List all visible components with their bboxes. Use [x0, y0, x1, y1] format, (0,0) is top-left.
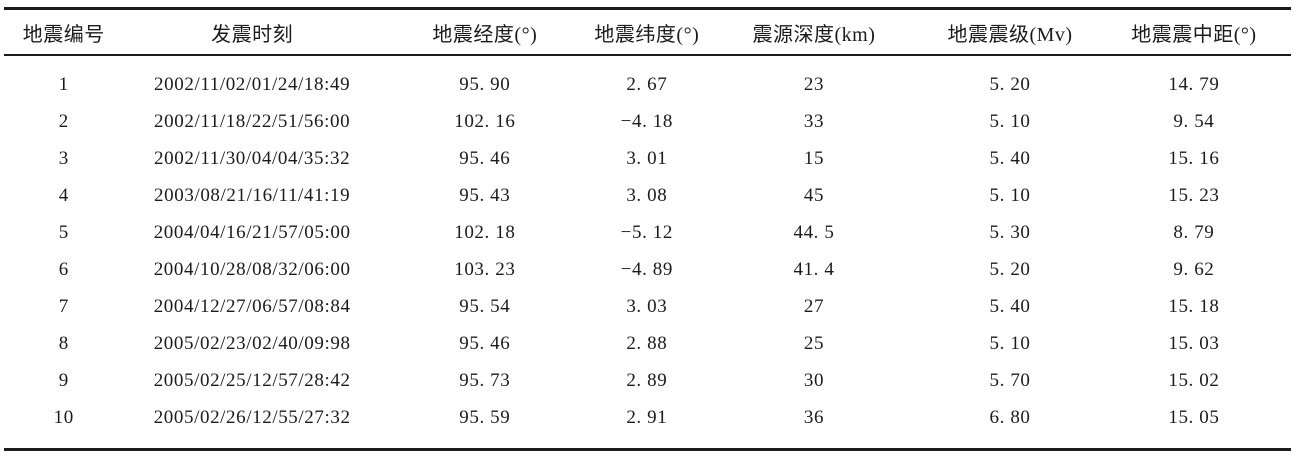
table-body: 1 2002/11/02/01/24/18:49 95. 90 2. 67 23 5. 2… — [4, 55, 1291, 450]
cell-depth: 36 — [803, 406, 825, 428]
cell-epicentral-distance: 8. 79 — [1173, 221, 1215, 243]
cell-magnitude: 5. 10 — [989, 332, 1031, 354]
cell-epicentral-distance: 9. 62 — [1173, 258, 1215, 280]
cell-event-id: 1 — [58, 73, 69, 95]
cell-event-id: 10 — [53, 406, 74, 428]
table-row: 7 2004/12/27/06/57/08:84 95. 54 3. 03 27 5. 4… — [4, 288, 1291, 325]
cell-longitude: 95. 54 — [459, 295, 511, 317]
cell-longitude: 95. 43 — [459, 184, 511, 206]
cell-origin-time: 2004/10/28/08/32/06:00 — [153, 258, 351, 280]
cell-event-id: 3 — [58, 147, 69, 169]
cell-event-id: 8 — [58, 332, 69, 354]
cell-origin-time: 2002/11/18/22/51/56:00 — [154, 110, 351, 132]
cell-epicentral-distance: 15. 18 — [1168, 295, 1220, 317]
cell-origin-time: 2002/11/30/04/04/35:32 — [154, 147, 351, 169]
cell-epicentral-distance: 14. 79 — [1168, 73, 1220, 95]
table-row: 5 2004/04/16/21/57/05:00 102. 18 −5. 12 44. … — [4, 214, 1291, 251]
cell-depth: 23 — [803, 73, 825, 95]
cell-longitude: 102. 16 — [454, 110, 516, 132]
column-header-origin-time: 发震时刻 — [123, 8, 381, 56]
cell-event-id: 4 — [58, 184, 69, 206]
column-header-magnitude: 地震震级(Mv) — [923, 8, 1097, 56]
table-row: 2 2002/11/18/22/51/56:00 102. 16 −4. 18 33 5.… — [4, 103, 1291, 140]
cell-magnitude: 5. 30 — [989, 221, 1031, 243]
cell-magnitude: 5. 10 — [989, 184, 1031, 206]
column-header-event-id: 地震编号 — [4, 8, 124, 56]
cell-latitude: −4. 18 — [620, 110, 673, 132]
cell-latitude: 3. 03 — [626, 295, 668, 317]
cell-epicentral-distance: 15. 05 — [1168, 406, 1220, 428]
cell-latitude: −5. 12 — [620, 221, 673, 243]
table-row: 1 2002/11/02/01/24/18:49 95. 90 2. 67 23 5. 2… — [4, 55, 1291, 103]
table-row: 10 2005/02/26/12/55/27:32 95. 59 2. 91 36 6. … — [4, 399, 1291, 450]
earthquake-table: 地震编号 发震时刻 地震经度(°) 地震纬度(°) 震源深度(km) 地震震级(Mv) 地震… — [4, 7, 1291, 451]
cell-depth: 27 — [803, 295, 825, 317]
cell-latitude: 2. 91 — [626, 406, 668, 428]
cell-latitude: 3. 08 — [626, 184, 668, 206]
cell-depth: 41. 4 — [793, 258, 835, 280]
cell-magnitude: 5. 40 — [989, 147, 1031, 169]
table-row: 4 2003/08/21/16/11/41:19 95. 43 3. 08 45 5. 1… — [4, 177, 1291, 214]
cell-event-id: 9 — [58, 369, 69, 391]
cell-latitude: 2. 88 — [626, 332, 668, 354]
table-row: 9 2005/02/25/12/57/28:42 95. 73 2. 89 30 5. 7… — [4, 362, 1291, 399]
cell-magnitude: 6. 80 — [989, 406, 1031, 428]
cell-origin-time: 2002/11/02/01/24/18:49 — [154, 73, 351, 95]
column-header-latitude: 地震纬度(°) — [588, 8, 705, 56]
column-header-depth: 震源深度(km) — [704, 8, 924, 56]
cell-depth: 25 — [803, 332, 825, 354]
cell-depth: 44. 5 — [793, 221, 835, 243]
cell-epicentral-distance: 15. 16 — [1168, 147, 1220, 169]
cell-latitude: 3. 01 — [626, 147, 668, 169]
cell-origin-time: 2003/08/21/16/11/41:19 — [154, 184, 351, 206]
cell-longitude: 95. 46 — [459, 147, 511, 169]
cell-magnitude: 5. 70 — [989, 369, 1031, 391]
cell-longitude: 102. 18 — [454, 221, 516, 243]
cell-longitude: 103. 23 — [454, 258, 516, 280]
cell-origin-time: 2004/12/27/06/57/08:84 — [153, 295, 351, 317]
table-header-row: 地震编号 发震时刻 地震经度(°) 地震纬度(°) 震源深度(km) 地震震级(Mv) 地震… — [4, 8, 1291, 56]
cell-longitude: 95. 90 — [459, 73, 511, 95]
cell-origin-time: 2005/02/26/12/55/27:32 — [153, 406, 351, 428]
cell-origin-time: 2004/04/16/21/57/05:00 — [153, 221, 351, 243]
cell-magnitude: 5. 10 — [989, 110, 1031, 132]
cell-magnitude: 5. 40 — [989, 295, 1031, 317]
table-row: 3 2002/11/30/04/04/35:32 95. 46 3. 01 15 5. 4… — [4, 140, 1291, 177]
cell-depth: 15 — [803, 147, 825, 169]
cell-origin-time: 2005/02/25/12/57/28:42 — [153, 369, 351, 391]
cell-event-id: 2 — [58, 110, 69, 132]
cell-magnitude: 5. 20 — [989, 258, 1031, 280]
cell-longitude: 95. 46 — [459, 332, 511, 354]
cell-longitude: 95. 73 — [459, 369, 511, 391]
cell-epicentral-distance: 15. 02 — [1168, 369, 1220, 391]
cell-magnitude: 5. 20 — [989, 73, 1031, 95]
cell-epicentral-distance: 15. 03 — [1168, 332, 1220, 354]
cell-depth: 45 — [803, 184, 825, 206]
cell-longitude: 95. 59 — [459, 406, 511, 428]
cell-latitude: −4. 89 — [620, 258, 673, 280]
cell-epicentral-distance: 15. 23 — [1168, 184, 1220, 206]
cell-latitude: 2. 89 — [626, 369, 668, 391]
cell-depth: 33 — [803, 110, 825, 132]
cell-event-id: 5 — [58, 221, 69, 243]
table-row: 6 2004/10/28/08/32/06:00 103. 23 −4. 89 41. … — [4, 251, 1291, 288]
cell-origin-time: 2005/02/23/02/40/09:98 — [153, 332, 351, 354]
column-header-longitude: 地震经度(°) — [380, 8, 589, 56]
cell-event-id: 6 — [58, 258, 69, 280]
column-header-epicentral-distance: 地震震中距(°) — [1096, 8, 1291, 56]
table-row: 8 2005/02/23/02/40/09:98 95. 46 2. 88 25 5. 1… — [4, 325, 1291, 362]
cell-event-id: 7 — [58, 295, 69, 317]
cell-epicentral-distance: 9. 54 — [1173, 110, 1215, 132]
cell-depth: 30 — [803, 369, 825, 391]
cell-latitude: 2. 67 — [626, 73, 668, 95]
